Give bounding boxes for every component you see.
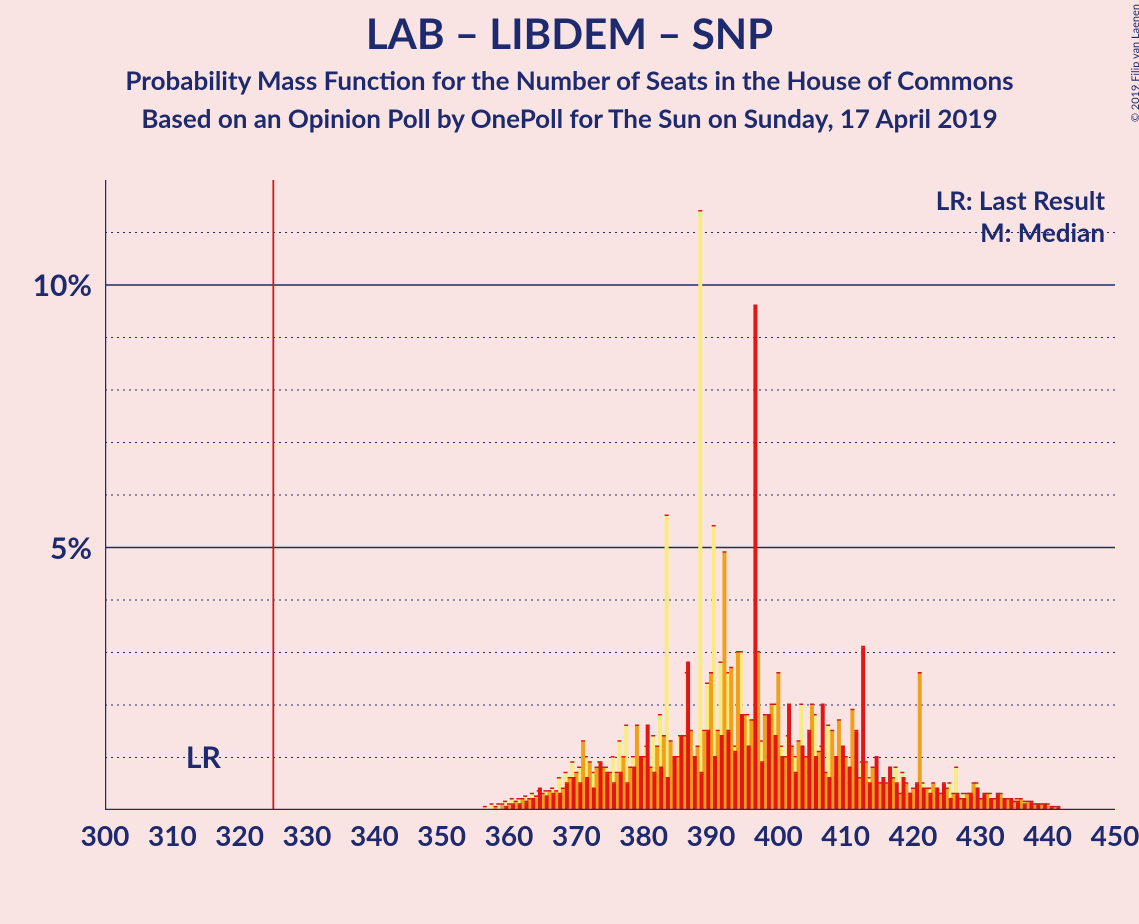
page-title: LAB – LIBDEM – SNP xyxy=(0,8,1139,58)
x-tick-label: 410 xyxy=(821,818,870,852)
x-tick-label: 440 xyxy=(1023,818,1072,852)
x-tick-label: 330 xyxy=(283,818,332,852)
x-tick-label: 450 xyxy=(1091,818,1139,852)
x-tick-label: 340 xyxy=(350,818,399,852)
x-tick-label: 420 xyxy=(889,818,938,852)
x-tick-label: 390 xyxy=(687,818,736,852)
x-tick-label: 370 xyxy=(552,818,601,852)
page-subtitle-1: Probability Mass Function for the Number… xyxy=(0,64,1139,96)
x-tick-label: 430 xyxy=(956,818,1005,852)
y-tick-label: 10% xyxy=(33,267,92,303)
legend-lr-label: LR: Last Result xyxy=(936,184,1106,216)
y-axis-labels: 5% 10% xyxy=(0,180,100,810)
x-tick-label: 360 xyxy=(485,818,534,852)
x-tick-label: 320 xyxy=(215,818,264,852)
y-tick-label: 5% xyxy=(50,530,92,566)
pmf-chart: LR: Last Result M: Median LR xyxy=(105,180,1115,810)
x-tick-label: 350 xyxy=(417,818,466,852)
x-tick-label: 400 xyxy=(754,818,803,852)
x-tick-label: 380 xyxy=(619,818,668,852)
copyright-label: © 2019 Filip van Laenen xyxy=(1129,4,1139,122)
x-axis-labels: 3003103203303403503603703803904004104204… xyxy=(105,818,1115,858)
lr-marker-label: LR xyxy=(186,739,222,775)
legend-m-label: M: Median xyxy=(980,216,1105,248)
x-tick-label: 300 xyxy=(81,818,130,852)
page-subtitle-2: Based on an Opinion Poll by OnePoll for … xyxy=(0,102,1139,134)
x-tick-label: 310 xyxy=(148,818,197,852)
